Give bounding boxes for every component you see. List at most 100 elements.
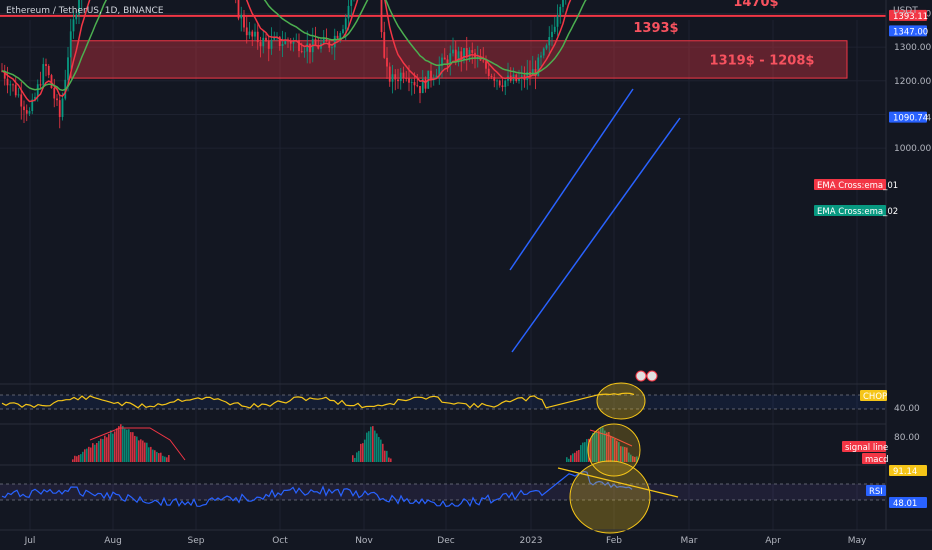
event-flag-icon [646,370,658,382]
rsi-tag-value [889,497,927,508]
macd-bar [108,434,110,462]
candle-body [12,84,14,86]
macd-bar [358,450,360,462]
candle-body [75,14,78,20]
macd-bar [122,425,124,462]
macd-bar [76,456,78,462]
macd-bar [630,454,632,462]
macd-bar [110,430,112,462]
candle-body [463,48,465,60]
time-tick: Aug [104,536,122,546]
macd-bar [574,452,576,462]
macd-bar [602,427,604,462]
candle-body [339,33,342,39]
macd-bar [374,430,376,462]
level-label: 1393$ [633,21,678,36]
candle-body [50,75,53,89]
candle-body [248,31,251,36]
candle-body [380,0,383,33]
price-tag [889,25,927,37]
trend-channel [509,88,681,353]
macd-bar [120,424,122,462]
macd-bar [146,442,148,462]
candle-body [468,50,471,58]
macd-bar [88,446,90,462]
macd-bar [138,440,140,462]
candle-body [251,31,254,37]
candle-body [402,72,405,79]
candle-body [347,5,350,19]
candle-body [562,0,564,7]
candle-body [322,38,325,44]
candle-body [553,26,556,32]
rsi-band [0,484,886,500]
time-tick: Dec [437,536,454,546]
macd-bar [162,455,164,462]
macd-bar [622,446,624,462]
candle-body [435,75,438,78]
candle-body [278,36,281,47]
macd-bar [584,442,586,462]
channel-upper [509,88,634,271]
macd-tick: 80.00 [894,433,920,443]
legend-tag-label: EMA Cross:ema_02 [817,207,898,217]
macd-bar [132,432,134,462]
candle-body [36,84,39,97]
macd-bar [142,440,144,462]
macd-bar [82,451,84,462]
candle-body [501,85,504,87]
candle-body [9,84,12,86]
time-axis: Jul Aug Sep Oct Nov Dec 2023 Feb Mar Apr May [0,529,932,546]
time-tick: May [848,536,867,546]
price-tag [889,9,927,21]
time-tick: Feb [606,536,622,546]
candle-body [289,41,292,44]
price-tag [889,111,927,123]
candle-body [430,70,432,80]
rsi-tag [866,485,886,496]
macd-bar [164,456,166,462]
macd-bar [106,437,108,462]
candle-body [383,32,386,58]
candle-body [245,27,248,36]
ema-lines [1,0,587,103]
macd-bar [136,436,138,462]
macd-signal [89,427,186,461]
price-tick: 1300.00 [894,43,931,53]
macd-bar [96,442,98,462]
macd-bar [356,452,358,462]
legend-tag-label: EMA Cross:ema_01 [817,181,898,191]
candle-body [14,84,17,96]
time-tick: Nov [355,536,373,546]
macd-bar [158,453,160,462]
highlight-chop [596,382,646,420]
candle-body [399,72,402,82]
macd-bar [78,455,80,462]
macd-bar [360,443,362,462]
macd-bar [606,432,608,462]
candle-body [441,57,443,66]
candle-body [350,0,353,6]
candle-body [336,35,339,39]
macd-bar [168,455,170,462]
macd-bar [154,450,156,462]
candle-body [559,6,562,16]
macd-bar [100,438,102,462]
macd-tag [862,453,886,464]
macd-bar [600,428,602,462]
candle-body [410,82,413,83]
macd-bar [370,426,372,462]
candle-body [485,61,487,69]
macd-bar [150,446,152,462]
candle-body [53,88,56,99]
candle-body [534,69,537,76]
candle-body [388,66,391,82]
candle-body [78,0,80,15]
chart-title: Ethereum / TetherUS, 1D, BINANCE [6,6,164,16]
candle-body [317,45,320,49]
candle-body [421,78,424,94]
macd-bar [588,438,590,462]
macd-bar [614,438,616,462]
macd-bar [610,436,612,462]
highlight-rsi [569,460,651,534]
